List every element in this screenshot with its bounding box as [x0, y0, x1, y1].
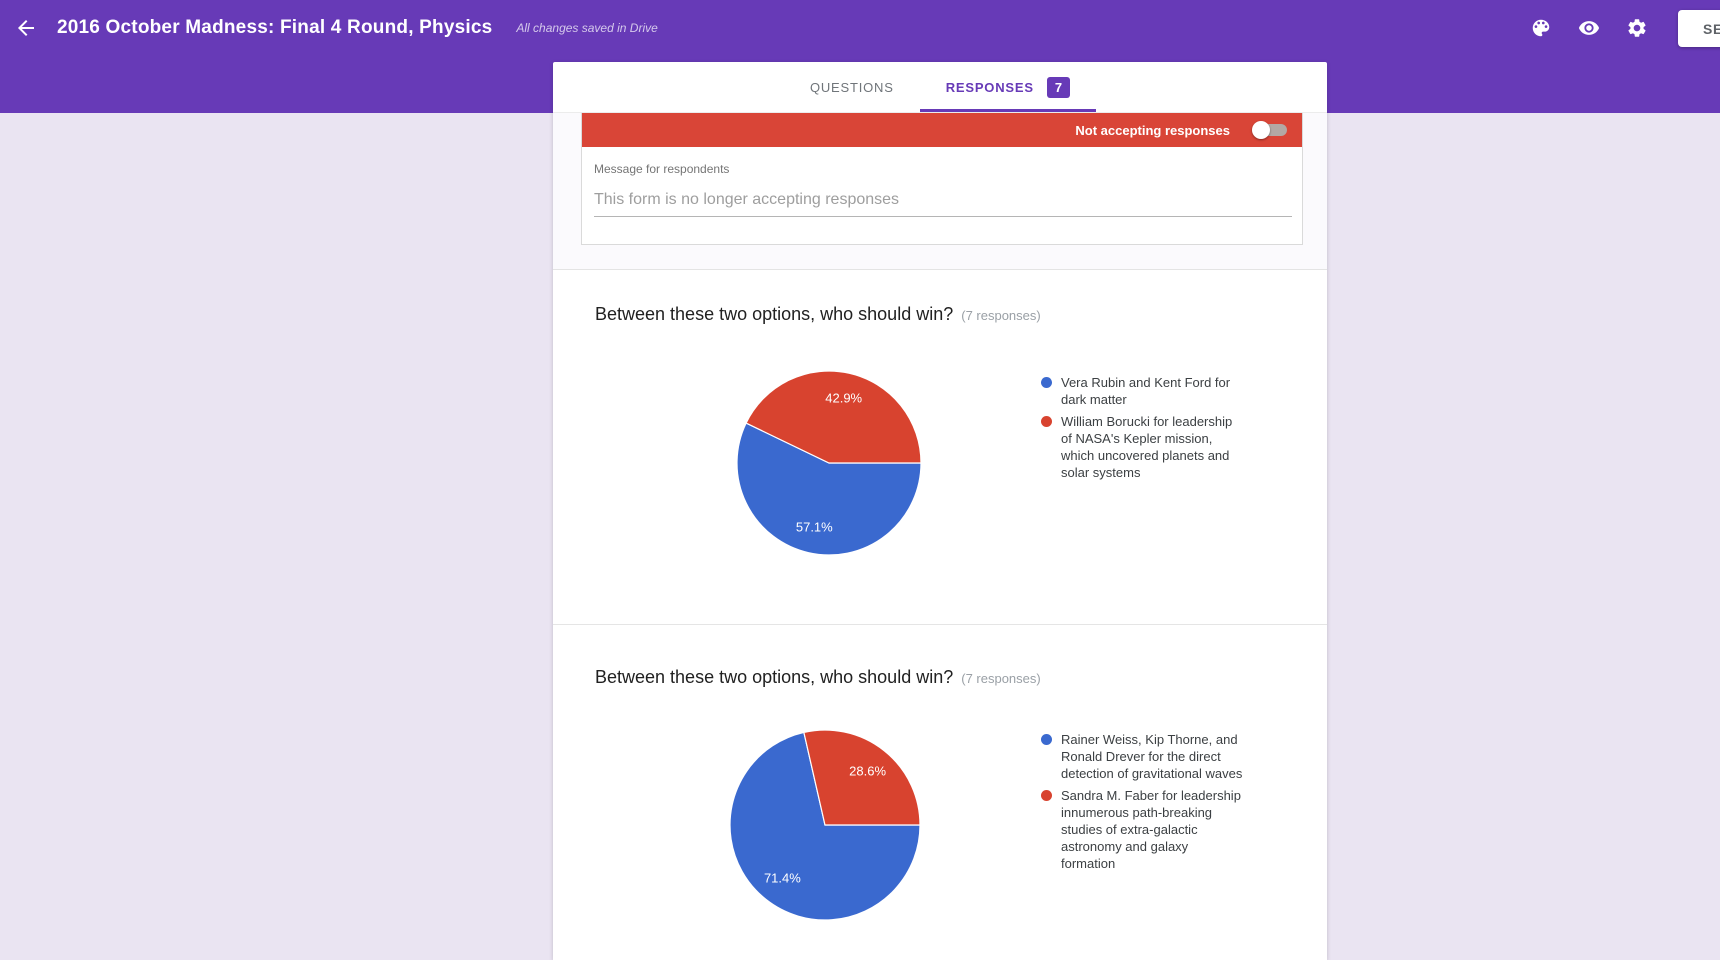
- accepting-responses-section: Not accepting responses Message for resp…: [553, 113, 1327, 270]
- saved-status: All changes saved in Drive: [516, 20, 658, 35]
- legend-color-dot: [1041, 790, 1052, 801]
- legend-item: Rainer Weiss, Kip Thorne, and Ronald Dre…: [1041, 731, 1245, 782]
- accepting-responses-toggle[interactable]: [1252, 120, 1288, 140]
- pie-chart-2: 71.4% 28.6%: [729, 729, 921, 926]
- responses-count-badge: 7: [1046, 76, 1071, 98]
- message-for-respondents-value: This form is no longer accepting respons…: [594, 191, 900, 208]
- back-button[interactable]: [14, 16, 38, 40]
- back-arrow-icon: [18, 19, 34, 36]
- slice-percentage-label: 28.6%: [849, 764, 886, 779]
- pie-chart-1: 57.1% 42.9%: [736, 370, 922, 561]
- active-tab-indicator: [919, 109, 1097, 112]
- tab-questions-label: QUESTIONS: [809, 79, 894, 95]
- gear-icon: [1628, 18, 1646, 37]
- question-1-title-row: Between these two options, who should wi…: [595, 304, 1041, 325]
- settings-button[interactable]: [1626, 17, 1648, 39]
- not-accepting-banner: Not accepting responses: [582, 113, 1302, 147]
- toggle-knob: [1252, 121, 1270, 139]
- message-for-respondents-field[interactable]: This form is no longer accepting respons…: [594, 191, 1292, 217]
- legend-label: Rainer Weiss, Kip Thorne, and Ronald Dre…: [1061, 732, 1243, 781]
- legend-2: Rainer Weiss, Kip Thorne, and Ronald Dre…: [1041, 731, 1245, 877]
- pie-slice: [803, 729, 921, 826]
- palette-icon: [1532, 19, 1550, 36]
- tab-responses-label: RESPONSES: [945, 79, 1034, 95]
- question-1-title: Between these two options, who should wi…: [595, 304, 954, 324]
- slice-percentage-label: 71.4%: [764, 871, 801, 886]
- form-card: QUESTIONS RESPONSES 7 Not accepting resp…: [553, 62, 1327, 960]
- tab-bar: QUESTIONS RESPONSES 7: [553, 62, 1327, 113]
- legend-item: Vera Rubin and Kent Ford for dark matter: [1041, 374, 1245, 408]
- closed-message-box: Not accepting responses Message for resp…: [581, 113, 1303, 245]
- legend-item: Sandra M. Faber for leadership innumerou…: [1041, 787, 1245, 872]
- question-section-2: Between these two options, who should wi…: [553, 625, 1327, 960]
- question-section-1: Between these two options, who should wi…: [553, 270, 1327, 625]
- app-bar-actions: [1530, 0, 1648, 55]
- pie-slice: [736, 422, 922, 556]
- legend-item: William Borucki for leadership of NASA's…: [1041, 413, 1245, 481]
- legend-color-dot: [1041, 416, 1052, 427]
- legend-1: Vera Rubin and Kent Ford for dark matter…: [1041, 374, 1245, 486]
- question-2-title: Between these two options, who should wi…: [595, 667, 954, 687]
- not-accepting-label: Not accepting responses: [1075, 122, 1230, 138]
- question-2-title-row: Between these two options, who should wi…: [595, 667, 1041, 688]
- tab-questions[interactable]: QUESTIONS: [784, 62, 920, 112]
- preview-button[interactable]: [1578, 17, 1600, 39]
- eye-icon: [1578, 20, 1600, 35]
- app-bar-row: 2016 October Madness: Final 4 Round, Phy…: [0, 0, 1720, 55]
- message-for-respondents-label: Message for respondents: [594, 162, 730, 176]
- legend-label: William Borucki for leadership of NASA's…: [1061, 414, 1233, 480]
- slice-percentage-label: 57.1%: [796, 520, 833, 535]
- question-2-response-count: (7 responses): [961, 671, 1041, 686]
- legend-label: Sandra M. Faber for leadership innumerou…: [1061, 788, 1241, 871]
- form-title[interactable]: 2016 October Madness: Final 4 Round, Phy…: [57, 16, 493, 38]
- slice-percentage-label: 42.9%: [825, 390, 862, 405]
- send-button[interactable]: SEND: [1678, 10, 1720, 47]
- palette-button[interactable]: [1530, 17, 1552, 39]
- pie-slice: [745, 370, 922, 464]
- question-1-response-count: (7 responses): [961, 308, 1041, 323]
- legend-color-dot: [1041, 734, 1052, 745]
- legend-color-dot: [1041, 377, 1052, 388]
- pie-slice: [729, 731, 921, 921]
- tab-responses[interactable]: RESPONSES 7: [919, 62, 1097, 112]
- legend-label: Vera Rubin and Kent Ford for dark matter: [1061, 375, 1231, 407]
- closed-message-body: Message for respondents This form is no …: [582, 147, 1302, 217]
